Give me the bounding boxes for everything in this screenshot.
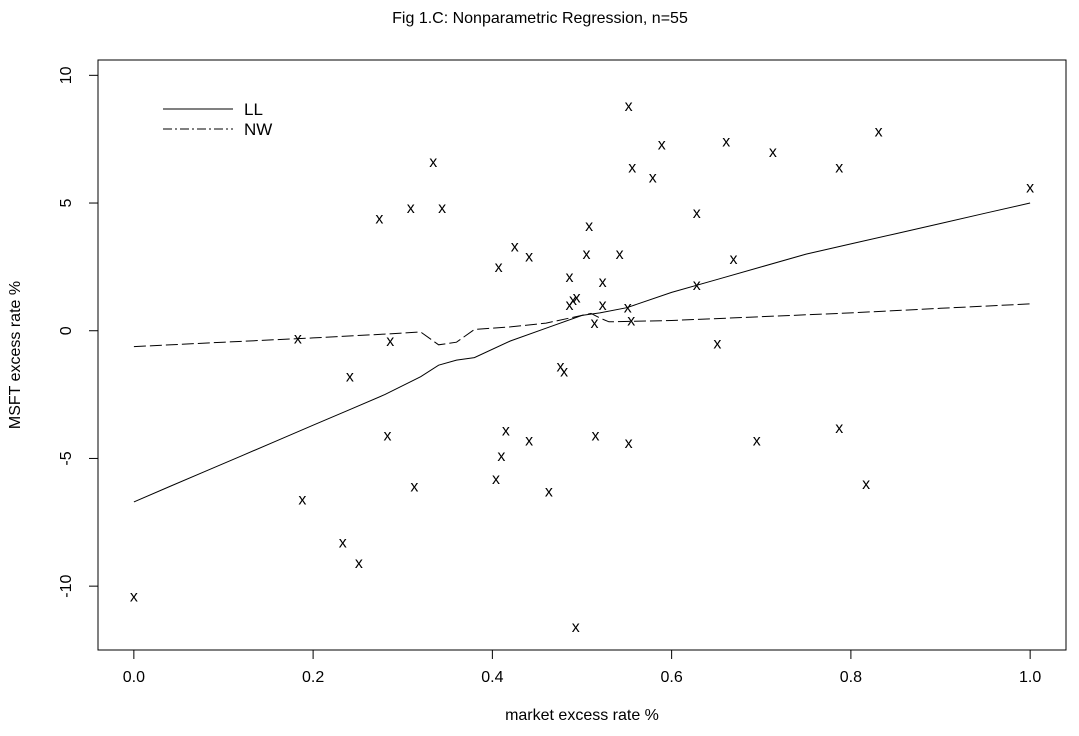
data-point: x [625,435,633,452]
x-tick-label: 0.8 [840,669,862,686]
data-point: x [560,364,568,381]
chart-title: Fig 1.C: Nonparametric Regression, n=55 [392,10,688,27]
data-point: x [875,124,883,141]
x-tick-label: 0.2 [302,669,324,686]
legend-label-nw: NW [244,120,272,139]
y-tick-label: 10 [58,66,75,84]
data-point: x [693,205,701,222]
data-point: x [569,292,577,309]
data-point: x [384,427,392,444]
plot-frame [97,59,1067,651]
data-point: x [565,269,573,286]
regression-curves [133,202,1031,503]
legend: LL NW [163,100,272,139]
x-axis-label: market excess rate % [505,707,659,724]
data-point: x [556,358,564,375]
y-axis-label: MSFT excess rate % [7,281,24,429]
data-point: x [625,98,633,115]
y-tick-label: 5 [58,198,75,207]
data-point: x [591,315,599,332]
data-point: x [130,588,138,605]
data-point: x [599,297,607,314]
data-point: x [355,555,363,572]
data-point: x [572,619,580,636]
data-point: x [346,369,354,386]
data-point: x [386,333,394,350]
data-point: x [438,200,446,217]
data-point: x [525,433,533,450]
data-point: x [511,238,519,255]
data-point: x [298,491,306,508]
y-tick-label: -5 [58,451,75,465]
data-point: x [429,154,437,171]
data-point: x [649,169,657,186]
x-tick-label: 0.4 [481,669,503,686]
series-line-ll [133,202,1031,503]
y-axis: -10 -5 0 5 10 [58,66,99,598]
data-point: x [407,200,415,217]
data-point: x [693,277,701,294]
data-point: x [502,422,510,439]
data-point: x [495,259,503,276]
data-point: x [492,471,500,488]
data-point: x [599,274,607,291]
data-point: x [729,251,737,268]
x-tick-label: 0.0 [123,669,145,686]
x-axis: 0.0 0.2 0.4 0.6 0.8 1.0 [123,649,1041,686]
y-tick-label: -10 [58,574,75,597]
data-point: x [582,246,590,263]
data-point: x [713,336,721,353]
data-point: x [769,144,777,161]
data-point: x [624,300,632,317]
data-point: x [616,246,624,263]
data-point: x [497,448,505,465]
data-point: x [862,476,870,493]
x-tick-label: 0.6 [661,669,683,686]
data-point: x [835,159,843,176]
data-point: x [591,427,599,444]
data-point: x [339,535,347,552]
data-point: x [628,159,636,176]
legend-label-ll: LL [244,100,263,119]
series-line-nw [133,303,1031,348]
data-point: x [585,218,593,235]
data-point: x [1026,180,1034,197]
data-point: x [722,134,730,151]
data-point: x [525,249,533,266]
data-point: x [835,420,843,437]
x-tick-label: 1.0 [1019,669,1041,686]
data-point: x [627,313,635,330]
data-points: xxxxxxxxxxxxxxxxxxxxxxxxxxxxxxxxxxxxxxxx… [130,98,1034,636]
y-tick-label: 0 [58,326,75,335]
data-point: x [573,290,581,307]
data-point: x [294,330,302,347]
data-point: x [753,433,761,450]
data-point: x [545,484,553,501]
data-point: x [658,136,666,153]
data-point: x [410,479,418,496]
data-point: x [565,297,573,314]
data-point: x [375,210,383,227]
